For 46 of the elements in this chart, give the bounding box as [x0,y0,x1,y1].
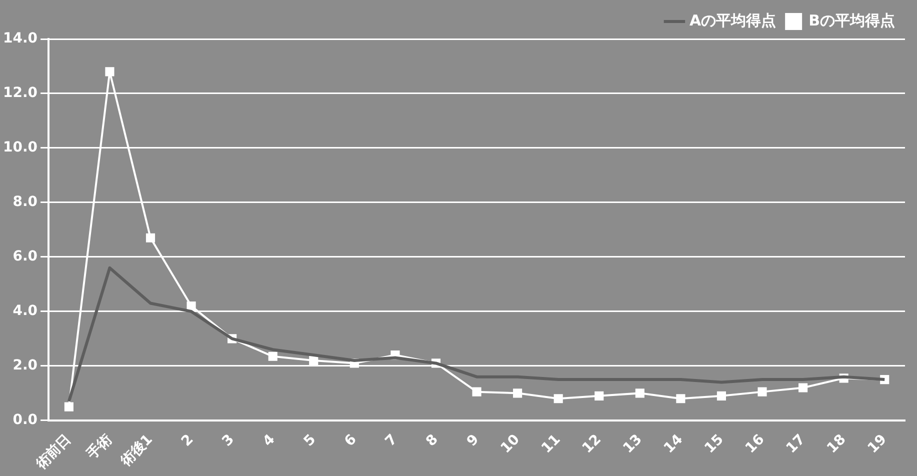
x-tick-label: 13 [620,431,646,457]
point [309,356,318,366]
x-tick-label: 6 [342,431,360,450]
x-tick-label: 8 [423,431,442,450]
point [268,352,278,361]
point [676,394,686,404]
x-tick-label: 2 [178,431,197,450]
x-tick-label: 17 [783,431,808,457]
y-tick-label: 4.0 [12,303,38,320]
point [186,301,196,311]
x-tick-label: 15 [702,431,727,457]
y-tick-label: 6.0 [12,248,38,265]
x-tick-label: 術前日 [32,431,74,474]
legend-label: Aの平均得点 [689,11,776,30]
x-tick-label: 9 [464,431,482,450]
y-tick-label: 14.0 [2,30,38,47]
x-tick-label: 16 [742,431,768,457]
x-tick-label: 11 [538,431,564,457]
point [146,233,156,242]
x-tick-label: 手術 [82,430,116,464]
point [635,388,644,398]
x-tick-label: 術後1 [117,431,156,470]
point [554,394,563,404]
x-tick-label: 19 [864,431,890,457]
point [758,387,767,396]
x-tick-label: 5 [300,431,320,450]
point [594,391,604,400]
x-tick-label: 14 [661,431,686,457]
x-tick-label: 10 [498,431,524,457]
y-tick-label: 0.0 [12,412,38,428]
legend-label: Bの平均得点 [808,11,896,30]
point [716,391,726,400]
point [513,388,522,398]
y-tick-label: 10.0 [2,140,38,156]
x-tick-label: 12 [579,431,605,457]
x-tick-label: 18 [824,431,850,457]
x-tick-label: 7 [382,431,401,450]
y-tick-label: 8.0 [12,194,38,210]
point [105,67,114,76]
point [798,383,808,392]
point [64,402,74,412]
y-tick-label: 12.0 [2,85,38,102]
x-tick-label: 4 [260,431,278,450]
x-tick-label: 3 [219,431,238,450]
y-tick-label: 2.0 [12,358,38,374]
point [472,387,482,396]
